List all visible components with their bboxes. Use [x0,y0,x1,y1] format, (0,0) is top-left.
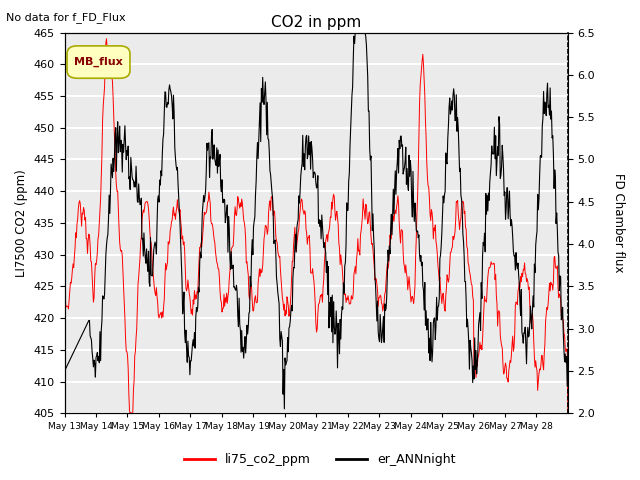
Y-axis label: LI7500 CO2 (ppm): LI7500 CO2 (ppm) [15,169,28,277]
FancyBboxPatch shape [67,46,130,78]
Title: CO2 in ppm: CO2 in ppm [271,15,362,30]
Text: No data for f_FD_Flux: No data for f_FD_Flux [6,12,126,23]
Y-axis label: FD Chamber flux: FD Chamber flux [612,173,625,273]
Text: MB_flux: MB_flux [74,57,123,67]
Legend: li75_co2_ppm, er_ANNnight: li75_co2_ppm, er_ANNnight [179,448,461,471]
